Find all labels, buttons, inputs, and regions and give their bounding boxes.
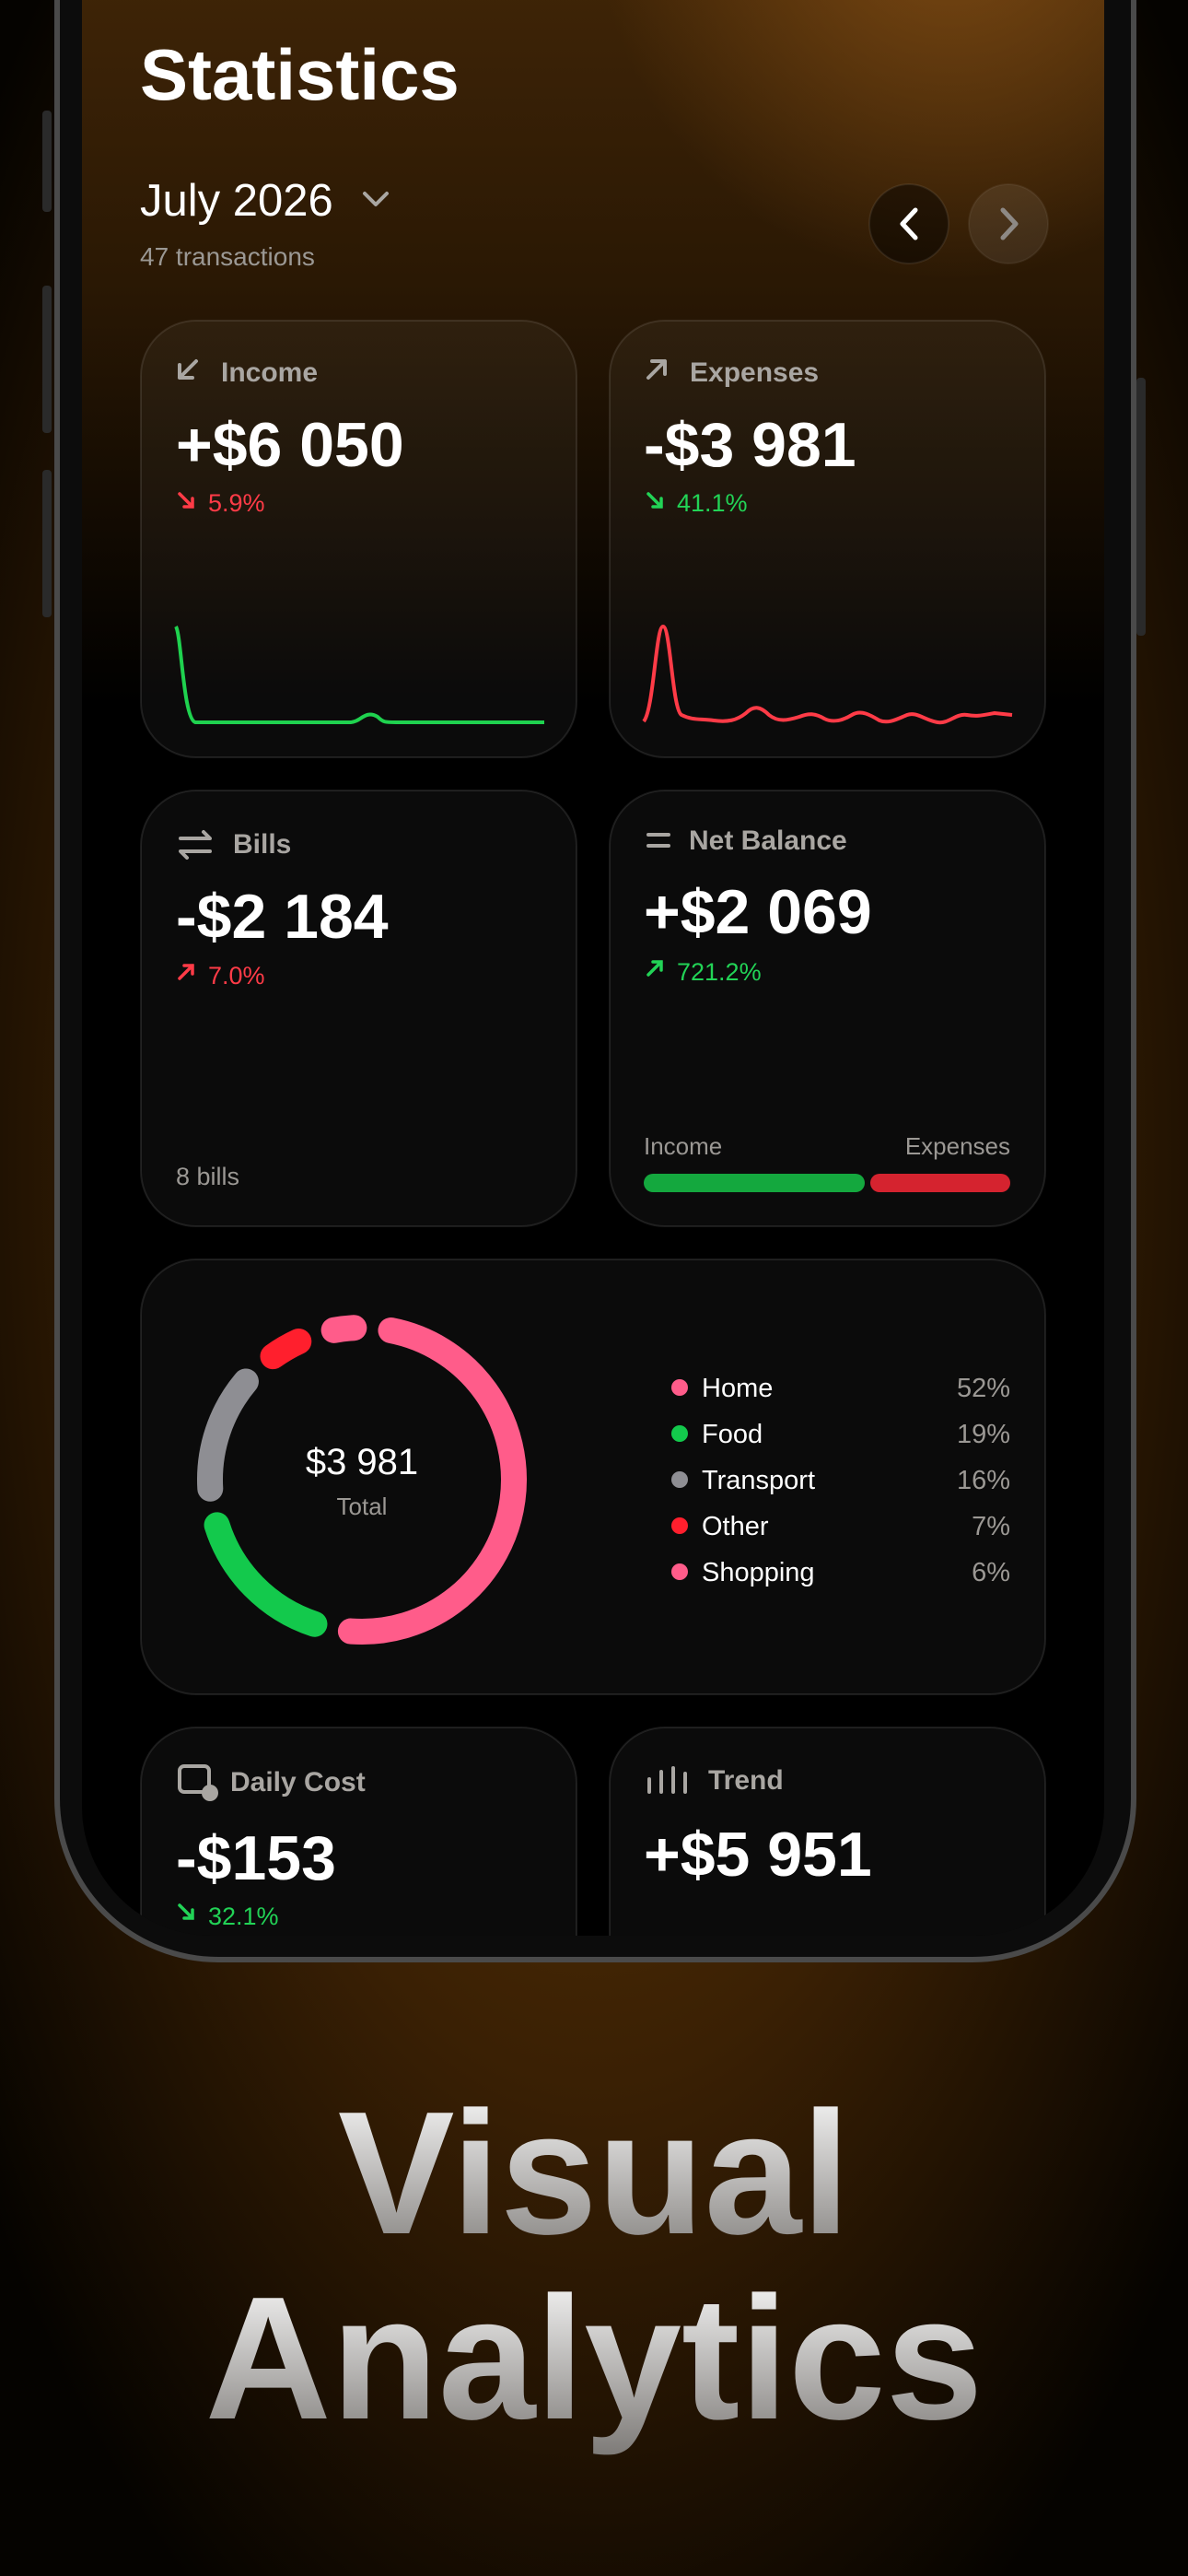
next-icon[interactable] bbox=[1000, 207, 1019, 240]
legend-name: Transport bbox=[702, 1466, 815, 1495]
daily-cost-card[interactable] bbox=[140, 1727, 577, 2096]
legend-percent: 16% bbox=[957, 1466, 1010, 1495]
change-arrow bbox=[646, 960, 663, 977]
next-button[interactable] bbox=[968, 183, 1049, 264]
bills-icon bbox=[179, 830, 212, 860]
legend-percent: 52% bbox=[957, 1374, 1010, 1403]
legend-percent: 6% bbox=[972, 1558, 1010, 1587]
legend-dot bbox=[671, 1517, 688, 1534]
tagline: Analytics bbox=[205, 2261, 984, 2456]
income-icon bbox=[178, 359, 198, 380]
change-arrow bbox=[178, 964, 194, 980]
card-value: -$3 981 bbox=[644, 410, 856, 480]
side-button bbox=[1136, 378, 1146, 636]
donut-segment bbox=[204, 1512, 328, 1637]
donut-chart bbox=[197, 1315, 527, 1645]
donut-segment bbox=[337, 1317, 527, 1645]
card-label: Net Balance bbox=[689, 825, 847, 856]
legend-percent: 19% bbox=[957, 1420, 1010, 1449]
legend-dot bbox=[671, 1471, 688, 1488]
expenses-card[interactable] bbox=[609, 320, 1046, 758]
income-card[interactable] bbox=[140, 320, 577, 758]
expenses-bar bbox=[870, 1174, 1010, 1192]
legend-dot bbox=[671, 1379, 688, 1396]
card-value: -$153 bbox=[176, 1823, 336, 1893]
card-label: Expenses bbox=[690, 357, 819, 388]
change-arrow bbox=[178, 492, 194, 509]
legend: Home 52% Food 19% Transport 16% Other 7% Shoppin… bbox=[671, 1374, 1010, 1587]
donut-total-label: Total bbox=[337, 1493, 388, 1520]
card-label: Income bbox=[221, 357, 318, 388]
card-value: -$2 184 bbox=[176, 882, 389, 952]
tagline: Visual bbox=[338, 2076, 850, 2271]
net-balance-icon bbox=[646, 833, 670, 848]
card-change: 32.1% bbox=[208, 1903, 279, 1930]
screen-glow bbox=[82, 0, 1104, 921]
legend-percent: 7% bbox=[972, 1512, 1010, 1541]
side-button bbox=[42, 286, 52, 433]
legend-dot bbox=[671, 1563, 688, 1580]
title: Statistics bbox=[140, 34, 460, 115]
card-change: 5.9% bbox=[208, 489, 265, 517]
bar-label: Expenses bbox=[905, 1132, 1010, 1160]
side-button bbox=[42, 111, 52, 212]
side-button bbox=[42, 470, 52, 617]
trend-card[interactable] bbox=[609, 1727, 1046, 2096]
legend-dot bbox=[671, 1425, 688, 1442]
legend-name: Food bbox=[702, 1420, 763, 1449]
expenses-sparkline bbox=[642, 624, 1013, 725]
legend-name: Other bbox=[702, 1512, 769, 1541]
expenses-icon bbox=[646, 359, 667, 380]
change-arrow bbox=[178, 1903, 194, 1920]
income-sparkline bbox=[174, 625, 544, 724]
donut-segment bbox=[260, 1328, 312, 1370]
breakdown-card[interactable] bbox=[140, 1259, 1046, 1695]
month-selector[interactable]: July 2026 bbox=[140, 176, 333, 226]
dropdown-chevron[interactable] bbox=[363, 192, 389, 206]
card-change: 721.2% bbox=[677, 958, 762, 986]
card-value: +$6 050 bbox=[176, 410, 404, 480]
trend-icon bbox=[647, 1766, 687, 1794]
daily-cost-icon-badge bbox=[202, 1785, 218, 1801]
bills-card[interactable] bbox=[140, 790, 577, 1227]
donut-segment bbox=[197, 1368, 259, 1502]
card-value: +$2 069 bbox=[644, 877, 872, 947]
card-value: +$5 951 bbox=[644, 1820, 872, 1890]
card-change: 7.0% bbox=[208, 962, 265, 989]
prev-icon[interactable] bbox=[900, 207, 918, 240]
net-balance-card[interactable] bbox=[609, 790, 1046, 1227]
legend-name: Shopping bbox=[702, 1558, 815, 1587]
income-bar bbox=[644, 1174, 865, 1192]
bar-label: Income bbox=[644, 1132, 722, 1160]
card-change: 41.1% bbox=[677, 489, 748, 517]
prev-button[interactable] bbox=[868, 183, 949, 264]
card-label: Bills bbox=[233, 829, 291, 860]
card-label: Daily Cost bbox=[230, 1767, 366, 1797]
daily-cost-icon bbox=[178, 1764, 211, 1794]
transactions-count: 47 transactions bbox=[140, 242, 315, 271]
card-label: Trend bbox=[708, 1765, 784, 1796]
donut-segment bbox=[320, 1315, 367, 1343]
change-arrow bbox=[646, 492, 663, 509]
bills-count: 8 bills bbox=[176, 1163, 239, 1190]
donut-total: $3 981 bbox=[306, 1442, 418, 1482]
screen: Statistics July 2026 47 transactions Inc… bbox=[82, 0, 1104, 2096]
legend-name: Home bbox=[702, 1374, 773, 1403]
